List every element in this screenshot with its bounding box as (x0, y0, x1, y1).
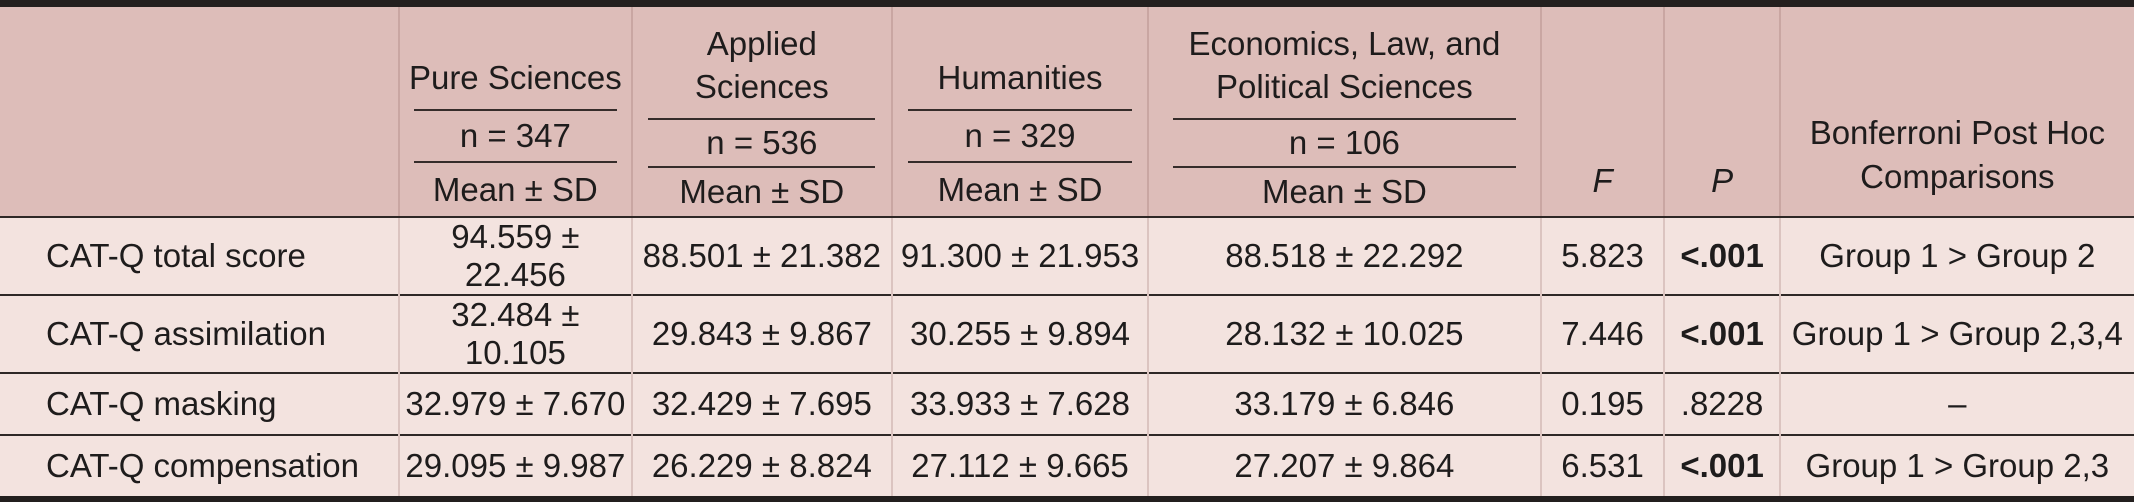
row-label: CAT-Q masking (0, 372, 400, 435)
posthoc-comparison: Group 1 > Group 2 (1778, 216, 2134, 295)
row-label-header-empty (0, 3, 400, 218)
header-divider-line (648, 117, 876, 120)
header-divider-line (1172, 165, 1517, 168)
mean-sd-cell: 33.933 ± 7.628 (890, 372, 1149, 435)
mean-sd-cell: 88.501 ± 21.382 (630, 216, 892, 295)
group-name: Pure Sciences (408, 59, 622, 97)
header-divider-line (908, 161, 1132, 163)
f-value: 6.531 (1539, 434, 1665, 499)
header-divider-line (413, 161, 617, 163)
f-value: 0.195 (1539, 372, 1665, 435)
posthoc-header: Bonferroni Post Hoc Comparisons (1778, 3, 2134, 218)
posthoc-comparison: Group 1 > Group 2,3,4 (1778, 294, 2134, 373)
p-value: <.001 (1663, 216, 1780, 295)
group-header-stack: Economics, Law, and Political Sciences n… (1149, 23, 1540, 216)
group-header-economics-law-political: Economics, Law, and Political Sciences n… (1147, 3, 1541, 218)
mean-sd-cell: 32.484 ± 10.105 (398, 294, 632, 373)
row-label: CAT-Q assimilation (0, 294, 400, 373)
p-value: <.001 (1663, 434, 1780, 499)
mean-sd-cell: 27.207 ± 9.864 (1147, 434, 1541, 499)
group-header-stack: Applied Sciences n = 536 Mean ± SD (633, 23, 891, 216)
group-header-stack: Humanities n = 329 Mean ± SD (893, 23, 1147, 216)
mean-sd-cell: 88.518 ± 22.292 (1147, 216, 1541, 295)
posthoc-comparison: – (1778, 372, 2134, 435)
header-divider-line (908, 109, 1132, 111)
group-name: Economics, Law, and Political Sciences (1188, 25, 1501, 105)
table-row-total-score: CAT-Q total score 94.559 ± 22.456 88.501… (0, 216, 2134, 295)
row-label: CAT-Q compensation (0, 434, 400, 499)
group-stat-label: Mean ± SD (432, 170, 598, 208)
mean-sd-cell: 94.559 ± 22.456 (398, 216, 632, 295)
group-sample-size: n = 347 (459, 117, 571, 154)
mean-sd-cell: 29.095 ± 9.987 (398, 434, 632, 499)
header-row: Pure Sciences n = 347 Mean ± SD Applied … (0, 3, 2134, 218)
group-header-applied-sciences: Applied Sciences n = 536 Mean ± SD (630, 3, 892, 218)
group-header-stack: Pure Sciences n = 347 Mean ± SD (400, 23, 631, 216)
group-header-humanities: Humanities n = 329 Mean ± SD (890, 3, 1149, 218)
group-stat-label: Mean ± SD (679, 172, 845, 210)
mean-sd-cell: 32.429 ± 7.695 (630, 372, 892, 435)
p-value-header: P (1663, 3, 1780, 218)
table-header: Pure Sciences n = 347 Mean ± SD Applied … (0, 3, 2134, 218)
mean-sd-cell: 32.979 ± 7.670 (398, 372, 632, 435)
mean-sd-cell: 29.843 ± 9.867 (630, 294, 892, 373)
group-name: Humanities (937, 59, 1103, 97)
group-sample-size: n = 536 (706, 123, 818, 161)
header-divider-line (413, 109, 617, 111)
group-sample-size: n = 106 (1288, 123, 1400, 161)
header-divider-line (1172, 117, 1517, 120)
row-label: CAT-Q total score (0, 216, 400, 295)
header-divider-line (648, 165, 876, 168)
group-sample-size: n = 329 (964, 117, 1076, 154)
group-stat-label: Mean ± SD (1261, 172, 1427, 210)
group-name: Applied Sciences (694, 25, 829, 105)
table-body: CAT-Q total score 94.559 ± 22.456 88.501… (0, 216, 2134, 499)
p-value: .8228 (1663, 372, 1780, 435)
posthoc-comparison: Group 1 > Group 2,3 (1778, 434, 2134, 499)
mean-sd-cell: 33.179 ± 6.846 (1147, 372, 1541, 435)
table-row-assimilation: CAT-Q assimilation 32.484 ± 10.105 29.84… (0, 294, 2134, 373)
mean-sd-cell: 91.300 ± 21.953 (890, 216, 1149, 295)
mean-sd-cell: 26.229 ± 8.824 (630, 434, 892, 499)
group-header-pure-sciences: Pure Sciences n = 347 Mean ± SD (398, 3, 632, 218)
mean-sd-cell: 27.112 ± 9.665 (890, 434, 1149, 499)
f-statistic-header: F (1539, 3, 1665, 218)
f-value: 7.446 (1539, 294, 1665, 373)
mean-sd-cell: 28.132 ± 10.025 (1147, 294, 1541, 373)
f-value: 5.823 (1539, 216, 1665, 295)
table-row-compensation: CAT-Q compensation 29.095 ± 9.987 26.229… (0, 434, 2134, 499)
group-stat-label: Mean ± SD (937, 170, 1103, 208)
table-row-masking: CAT-Q masking 32.979 ± 7.670 32.429 ± 7.… (0, 372, 2134, 435)
mean-sd-cell: 30.255 ± 9.894 (890, 294, 1149, 373)
p-value: <.001 (1663, 294, 1780, 373)
